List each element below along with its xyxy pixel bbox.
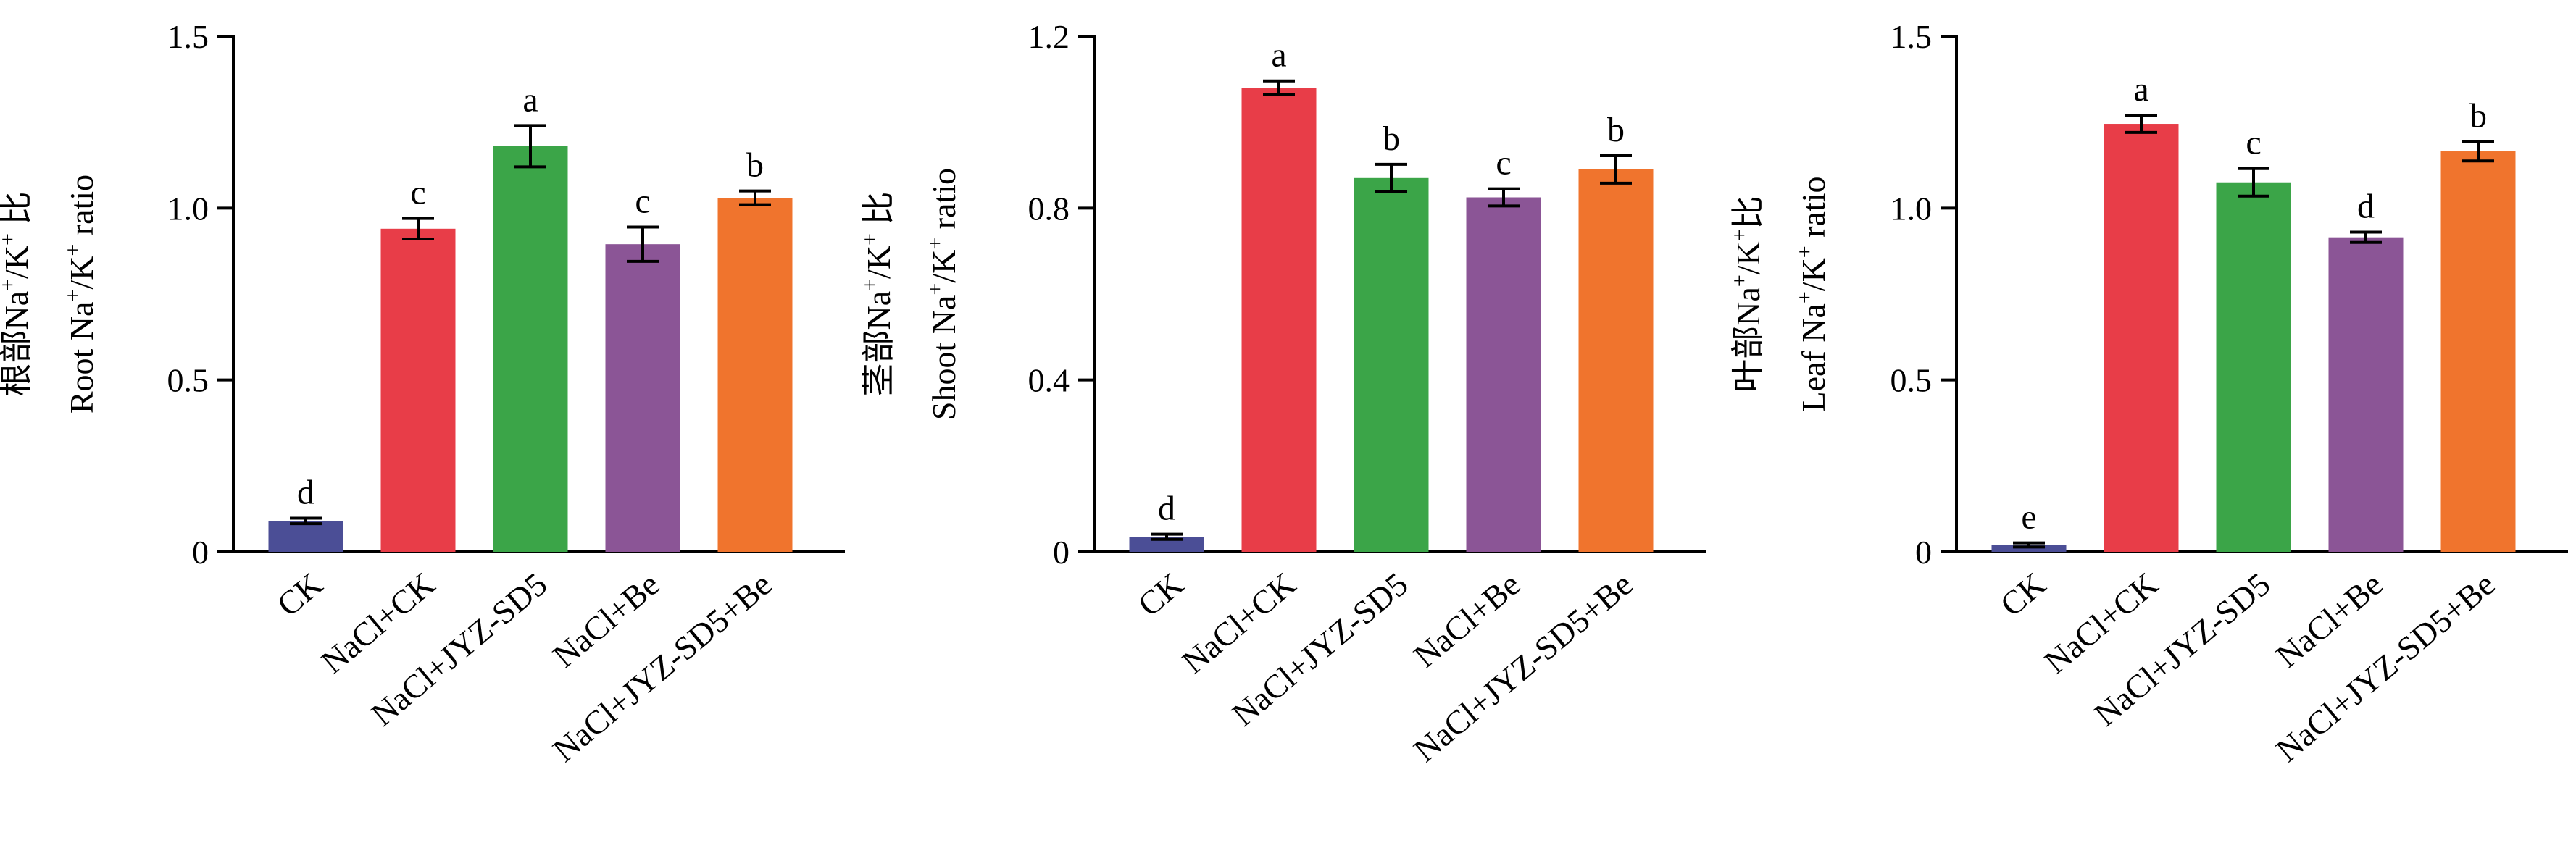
significance-label: b — [2469, 97, 2487, 135]
y-axis-title-en-text-0: Shoot Na — [925, 295, 962, 421]
y-axis-title-en-text-4: ratio — [63, 175, 100, 244]
y-axis-title-en-text-4: ratio — [925, 168, 962, 238]
y-axis-title-zh-text-2: /K — [0, 246, 35, 279]
significance-label: b — [1383, 119, 1400, 158]
bar — [1129, 537, 1204, 552]
y-axis-title-zh: 叶部Na+/K+比 — [1727, 196, 1767, 392]
y-axis-title-zh-text-0: 根部Na — [0, 291, 35, 397]
y-axis-title-zh-text-0: 叶部Na — [1730, 287, 1767, 393]
y-axis-title-en-superscript-3: + — [61, 244, 85, 256]
y-tick-label: 1.5 — [1891, 18, 1933, 55]
bar — [605, 244, 680, 552]
bar — [2328, 237, 2404, 552]
bar — [1354, 177, 1429, 553]
y-tick-label: 1.0 — [1891, 190, 1933, 227]
y-axis-title-zh-text-2: /K — [1730, 241, 1767, 274]
y-tick-label: 0.8 — [1028, 190, 1070, 227]
y-axis-title-en-text-2: /K — [1795, 258, 1832, 291]
x-category-label: CK — [270, 566, 330, 624]
y-axis-title-zh-text-4: 比 — [1730, 196, 1767, 229]
x-category-label: CK — [1131, 566, 1191, 624]
significance-label: c — [2246, 124, 2261, 162]
bar — [1241, 88, 1317, 552]
significance-label: b — [746, 146, 764, 185]
significance-label: c — [635, 182, 650, 220]
y-tick-label: 1.0 — [167, 190, 209, 227]
y-axis-title-zh-superscript-1: + — [858, 279, 882, 291]
significance-label: a — [1271, 36, 1286, 75]
significance-label: a — [522, 80, 538, 119]
y-axis-title-en-text-0: Leaf Na — [1795, 303, 1832, 411]
y-axis-title-en-text-2: /K — [925, 250, 962, 283]
y-tick-label: 0 — [1915, 534, 1932, 571]
y-axis-title-zh: 根部Na+/K+ 比 — [0, 192, 35, 397]
y-axis-title-en: Root Na+/K+ ratio — [61, 175, 100, 414]
significance-label: d — [2357, 188, 2375, 226]
y-axis-title-en: Leaf Na+/K+ ratio — [1793, 176, 1832, 411]
significance-label: e — [2021, 498, 2036, 537]
y-axis-title-zh-text-4: 比 — [0, 192, 35, 234]
bar — [1578, 169, 1654, 552]
y-axis-title-en-superscript-3: + — [923, 238, 947, 250]
y-axis-title-zh-superscript-1: + — [0, 279, 20, 291]
y-axis-title-zh-superscript-3: + — [0, 233, 20, 246]
y-axis-title-zh-text-4: 比 — [860, 192, 897, 234]
chart-panel-3: 00.51.01.5eCKaNaCl+CKcNaCl+JYZ-SD5dNaCl+… — [1727, 18, 2568, 769]
y-axis-title-zh-superscript-3: + — [858, 233, 882, 246]
y-axis-title-en-superscript-1: + — [923, 283, 947, 295]
y-tick-label: 0.5 — [167, 362, 209, 399]
bar — [380, 228, 456, 552]
y-axis-title-en-text-0: Root Na — [63, 302, 100, 414]
bar — [493, 146, 568, 553]
significance-label: d — [297, 473, 314, 511]
bar — [717, 198, 793, 552]
bar — [2440, 151, 2516, 553]
y-axis-title-zh-superscript-1: + — [1727, 274, 1751, 287]
significance-label: c — [1496, 144, 1511, 183]
bar — [268, 521, 343, 552]
y-tick-label: 0 — [1053, 534, 1070, 571]
y-tick-label: 0.4 — [1028, 362, 1070, 399]
chart-panels: 00.51.01.5dCKcNaCl+CKaNaCl+JYZ-SD5cNaCl+… — [0, 18, 2568, 769]
y-axis-title-en-superscript-3: + — [1793, 246, 1817, 258]
y-axis-title-zh-text-2: /K — [860, 246, 897, 279]
y-axis-title-en-text-2: /K — [63, 256, 100, 290]
significance-label: c — [410, 174, 425, 212]
significance-label: d — [1158, 490, 1175, 528]
chart-panel-1: 00.51.01.5dCKcNaCl+CKaNaCl+JYZ-SD5cNaCl+… — [0, 18, 845, 769]
y-tick-label: 0 — [192, 534, 209, 571]
x-category-label: CK — [1993, 566, 2053, 624]
y-axis-title-en: Shoot Na+/K+ ratio — [923, 168, 962, 420]
y-tick-label: 1.5 — [167, 18, 209, 55]
y-axis-title-en-superscript-1: + — [61, 290, 85, 302]
y-axis-title-en-text-4: ratio — [1795, 176, 1832, 246]
y-tick-label: 0.5 — [1891, 362, 1933, 399]
bar — [2216, 182, 2291, 552]
bar — [1466, 197, 1541, 552]
significance-label: a — [2133, 70, 2148, 109]
y-axis-title-zh: 茎部Na+/K+ 比 — [858, 192, 897, 397]
y-tick-label: 1.2 — [1028, 18, 1070, 55]
bar — [2104, 124, 2179, 553]
y-axis-title-zh-superscript-3: + — [1727, 229, 1751, 241]
chart-panel-2: 00.40.81.2dCKaNaCl+CKbNaCl+JYZ-SD5cNaCl+… — [858, 18, 1706, 769]
significance-label: b — [1607, 111, 1625, 149]
y-axis-title-en-superscript-1: + — [1793, 291, 1817, 303]
y-axis-title-zh-text-0: 茎部Na — [860, 291, 897, 397]
